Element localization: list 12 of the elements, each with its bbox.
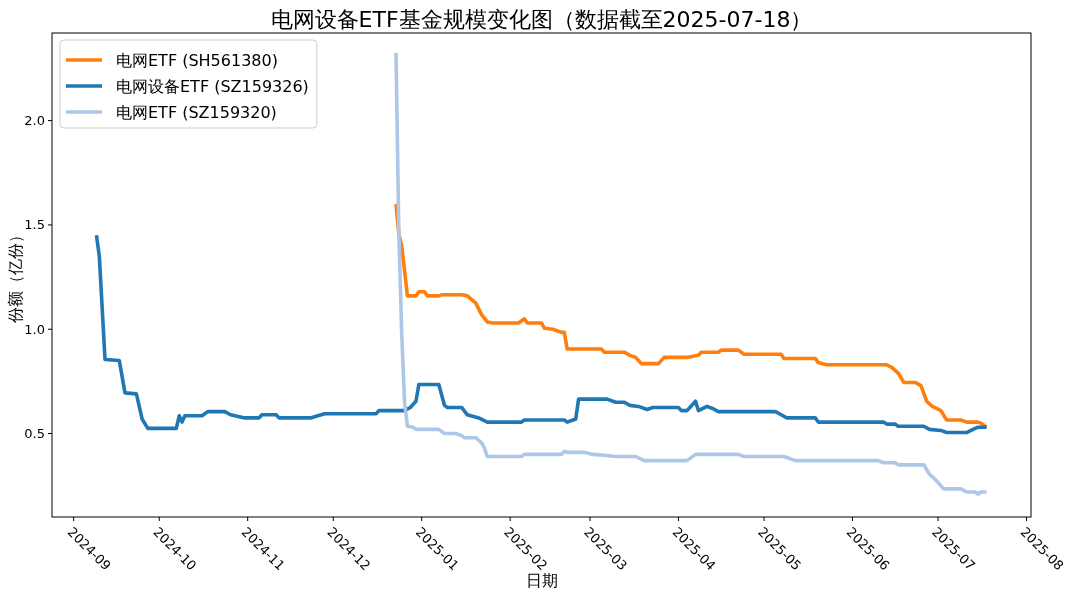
y-tick-label: 2.0 [24,113,45,129]
legend-label: 电网设备ETF (SZ159326) [116,76,309,96]
y-tick-label: 0.5 [24,426,45,442]
y-tick-label: 1.5 [24,217,45,233]
legend-label: 电网ETF (SZ159320) [116,102,277,122]
line-series [394,51,989,496]
line-series [94,233,989,435]
x-axis-title: 日期 [525,571,558,590]
y-tick-label: 1.0 [24,321,45,337]
legend-label: 电网ETF (SH561380) [116,50,278,70]
y-axis-title: 份额（亿份） [6,227,25,323]
chart-title: 电网设备ETF基金规模变化图（数据截至2025-07-18） [270,7,813,32]
